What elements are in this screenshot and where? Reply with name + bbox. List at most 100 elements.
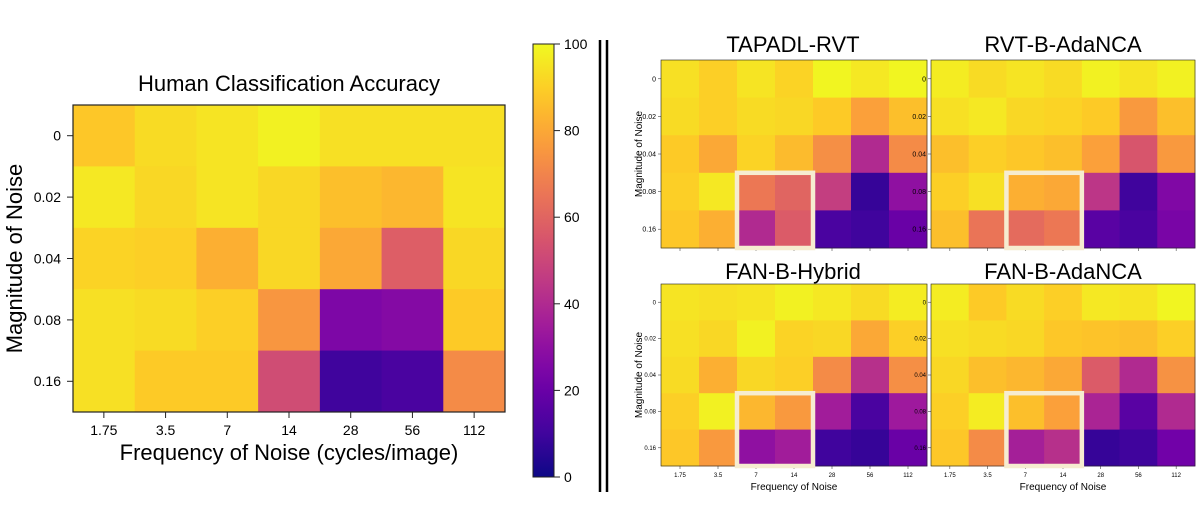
heatmap-cell (443, 227, 506, 290)
heatmap-cell (737, 172, 776, 211)
heatmap-cell (196, 105, 259, 167)
heatmap-cell (775, 97, 814, 136)
heatmap-cell (699, 97, 738, 136)
heatmap-cell (968, 172, 1007, 211)
x-tick-label: 1.75 (674, 473, 686, 479)
heatmap-cell (1006, 60, 1045, 98)
heatmap-cell (699, 356, 738, 394)
heatmap-cell (1006, 284, 1045, 321)
heatmap-cell (889, 172, 928, 211)
heatmap-cell (1157, 60, 1196, 98)
heatmap-cell (889, 393, 928, 430)
heatmap-cell (1044, 429, 1083, 467)
heatmap-cell (661, 97, 700, 136)
heatmap-panel-4: FAN-B-AdaNCA 0 0.02 0.04 0.08 0.16 1.75 3.5 7 14 2… (914, 259, 1196, 493)
heatmap-cell (1081, 393, 1120, 430)
heatmap-cell (1006, 97, 1045, 136)
heatmap-cell (889, 429, 928, 467)
heatmap-cell (813, 135, 852, 174)
heatmap-cell (1081, 210, 1120, 249)
heatmap-cell (889, 356, 928, 394)
y-tick-label: 0.04 (912, 151, 926, 158)
heatmap-cell (699, 210, 738, 249)
heatmap-cell (851, 210, 890, 249)
heatmap-cell (1119, 60, 1158, 98)
x-tick-label: 7 (223, 422, 231, 438)
colorbar-tick-label: 20 (564, 382, 580, 398)
heatmap-cell (196, 166, 259, 229)
heatmap-cell (737, 429, 776, 467)
heatmap-cell (931, 60, 970, 98)
heatmap-panel-2: RVT-B-AdaNCA 0 0.02 0.04 0.08 0.16 (912, 32, 1196, 251)
x-axis-label: Frequency of Noise (1020, 482, 1107, 493)
y-tick-label: 0.16 (34, 373, 61, 389)
heatmap-title: Human Classification Accuracy (138, 71, 440, 96)
heatmap-cell (737, 356, 776, 394)
heatmap-cell (196, 289, 259, 351)
heatmap-cell (134, 227, 197, 290)
heatmap-cell (1081, 172, 1120, 211)
heatmap-cell (196, 350, 259, 413)
heatmap-cell (968, 210, 1007, 249)
heatmap-cell (737, 210, 776, 249)
heatmap-cell (73, 350, 136, 413)
heatmap-cell (661, 60, 700, 98)
heatmap-cell (851, 97, 890, 136)
heatmap-cell (661, 429, 700, 467)
heatmap-cell (1006, 172, 1045, 211)
heatmap-cell (1157, 284, 1196, 321)
heatmap-cell (134, 350, 197, 413)
heatmap-cell (319, 350, 382, 413)
heatmap-cell (1157, 135, 1196, 174)
heatmap-cell (1044, 60, 1083, 98)
heatmap-title: TAPADL-RVT (726, 32, 859, 57)
heatmap-cell (968, 393, 1007, 430)
heatmap-cell (931, 393, 970, 430)
heatmap-cell (1119, 97, 1158, 136)
highlight-box (734, 390, 816, 469)
heatmap-cell (319, 105, 382, 167)
y-tick-label: 0.02 (644, 337, 656, 343)
heatmap-cell (775, 284, 814, 321)
heatmap-cell (699, 135, 738, 174)
heatmap-cell (381, 289, 444, 351)
heatmap-cell (1081, 60, 1120, 98)
colorbar-tick-label: 40 (564, 296, 580, 312)
y-tick-label: 0 (53, 128, 61, 144)
heatmap-cell (258, 350, 321, 413)
heatmap-cell (813, 320, 852, 358)
heatmap-cell (443, 350, 506, 413)
heatmap-title: FAN-B-Hybrid (725, 259, 861, 284)
x-tick-label: 112 (463, 422, 486, 438)
x-axis-label: Frequency of Noise (751, 482, 838, 493)
heatmap-cell (196, 227, 259, 290)
heatmap-cell (1119, 429, 1158, 467)
heatmap-cell (134, 289, 197, 351)
heatmap-cell (1119, 135, 1158, 174)
heatmap-cell (381, 350, 444, 413)
heatmap-cell (381, 227, 444, 290)
heatmap-cell (813, 60, 852, 98)
y-tick-label: 0.16 (912, 227, 926, 234)
heatmap-cell (1081, 284, 1120, 321)
heatmap-cell (813, 97, 852, 136)
heatmap-cell (851, 320, 890, 358)
heatmap-cell (737, 97, 776, 136)
y-axis-label: Magnitude of Noise (2, 164, 27, 354)
colorbar-tick-label: 60 (564, 209, 580, 225)
heatmap-cell (813, 429, 852, 467)
heatmap-cell (775, 320, 814, 358)
heatmap-cell (851, 172, 890, 211)
colorbar-tick-label: 80 (564, 123, 580, 139)
heatmap-cell (699, 429, 738, 467)
heatmap-cell (661, 356, 700, 394)
heatmap-cell (661, 172, 700, 211)
heatmap-cell (775, 356, 814, 394)
heatmap-cell (737, 284, 776, 321)
x-tick-label: 3.5 (156, 422, 176, 438)
heatmap-cell (1081, 135, 1120, 174)
heatmap-cell (1119, 393, 1158, 430)
heatmap-cell (1081, 356, 1120, 394)
heatmap-cell (851, 356, 890, 394)
heatmap-cell (1044, 135, 1083, 174)
